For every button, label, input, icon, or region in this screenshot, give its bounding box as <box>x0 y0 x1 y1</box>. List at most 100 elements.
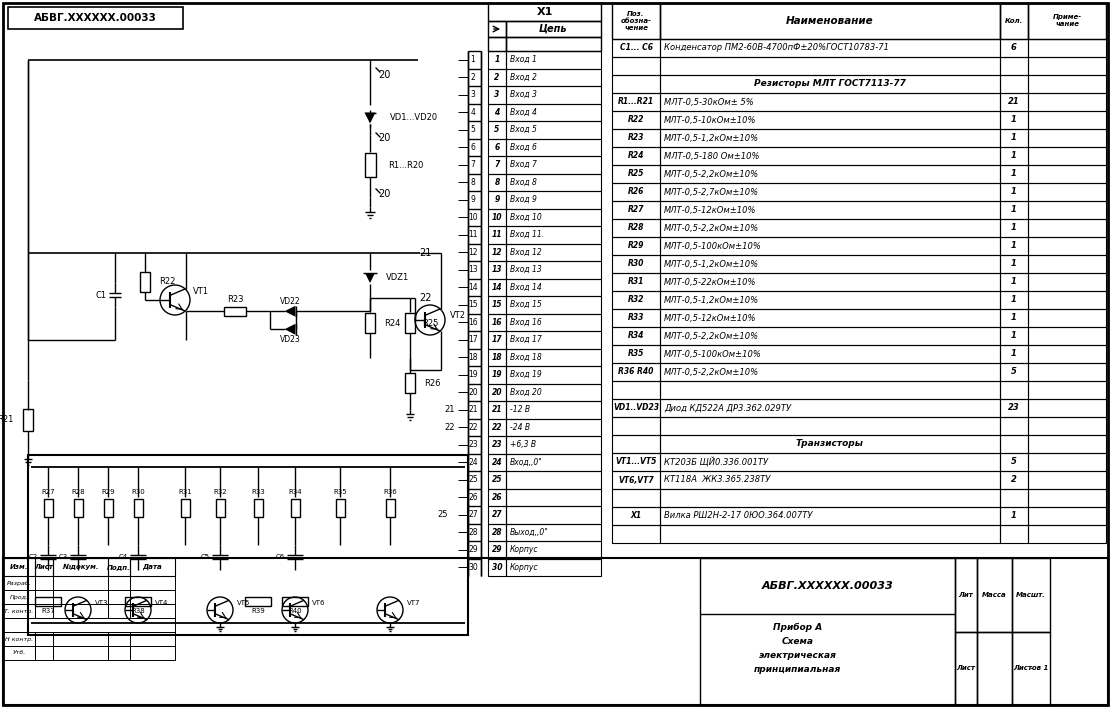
Text: МЛТ-0,5-1,2кОм±10%: МЛТ-0,5-1,2кОм±10% <box>664 295 759 304</box>
Text: VT4: VT4 <box>156 600 169 606</box>
Text: Лист: Лист <box>34 564 53 570</box>
Text: КТ203Б ЩЙ0.336.001ТУ: КТ203Б ЩЙ0.336.001ТУ <box>664 457 768 467</box>
Text: VT6,VT7: VT6,VT7 <box>618 476 653 484</box>
Text: АБВГ.XXXXXX.00033: АБВГ.XXXXXX.00033 <box>762 581 893 591</box>
Bar <box>506 418 601 436</box>
Text: R27: R27 <box>41 489 54 495</box>
Text: Дата: Дата <box>142 564 162 570</box>
Text: МЛТ-0,5-2,2кОм±10%: МЛТ-0,5-2,2кОм±10% <box>664 169 759 178</box>
Bar <box>488 86 506 103</box>
Text: 1: 1 <box>1011 152 1017 161</box>
Bar <box>612 471 660 489</box>
Text: МЛТ-0,5-100кОм±10%: МЛТ-0,5-100кОм±10% <box>664 241 762 251</box>
Bar <box>108 632 130 646</box>
Bar <box>488 314 506 331</box>
Text: VT5: VT5 <box>237 600 250 606</box>
Bar <box>977 558 1012 632</box>
Text: 20: 20 <box>378 133 390 143</box>
Bar <box>1028 345 1105 363</box>
Text: 15: 15 <box>468 300 478 309</box>
Text: электрическая: электрическая <box>759 651 837 661</box>
Bar <box>612 57 660 75</box>
Text: Утб.: Утб. <box>12 651 26 656</box>
Bar <box>108 604 130 618</box>
Bar <box>612 417 660 435</box>
Text: Выход,,0": Выход,,0" <box>510 527 549 537</box>
Text: Изм.: Изм. <box>10 564 28 570</box>
Bar <box>612 75 660 93</box>
Bar <box>3 632 36 646</box>
Bar <box>53 576 108 590</box>
Text: МЛТ-0,5-2,2кОм±10%: МЛТ-0,5-2,2кОм±10% <box>664 331 759 341</box>
Text: МЛТ-0,5-2,2кОм±10%: МЛТ-0,5-2,2кОм±10% <box>664 224 759 232</box>
Bar <box>488 244 506 261</box>
Bar <box>660 471 1000 489</box>
Text: 1: 1 <box>1011 169 1017 178</box>
Text: 6: 6 <box>471 143 476 152</box>
Polygon shape <box>366 273 376 283</box>
Bar <box>1000 525 1028 543</box>
Bar <box>612 381 660 399</box>
Bar <box>506 348 601 366</box>
Text: -24 В: -24 В <box>510 423 530 432</box>
Text: 30: 30 <box>492 563 502 572</box>
Text: 2: 2 <box>494 73 500 81</box>
Text: 11: 11 <box>492 230 502 239</box>
Text: Вход 14: Вход 14 <box>510 282 542 292</box>
Bar <box>1000 3 1028 39</box>
Bar <box>660 39 1000 57</box>
Bar <box>612 201 660 219</box>
Bar <box>108 558 130 576</box>
Text: 18: 18 <box>468 353 478 362</box>
Bar <box>1000 489 1028 507</box>
Bar <box>488 156 506 173</box>
Bar <box>488 3 601 21</box>
Text: МЛТ-0,5-30кОм± 5%: МЛТ-0,5-30кОм± 5% <box>664 98 753 106</box>
Bar <box>1028 111 1105 129</box>
Bar <box>612 273 660 291</box>
Text: 1: 1 <box>1011 314 1017 323</box>
Bar <box>3 590 36 604</box>
Text: R1...R21: R1...R21 <box>618 98 654 106</box>
Text: МЛТ-0,5-2,2кОм±10%: МЛТ-0,5-2,2кОм±10% <box>664 367 759 377</box>
Bar <box>660 111 1000 129</box>
Bar <box>488 559 506 576</box>
Text: R38: R38 <box>131 608 144 614</box>
Text: R29: R29 <box>101 489 114 495</box>
Bar <box>488 261 506 278</box>
Text: 25: 25 <box>468 475 478 484</box>
Text: R26: R26 <box>424 379 440 387</box>
Text: 1: 1 <box>1011 295 1017 304</box>
Bar <box>23 409 33 431</box>
Bar <box>1000 75 1028 93</box>
Text: 1: 1 <box>1011 241 1017 251</box>
Bar <box>612 507 660 525</box>
Bar <box>140 272 150 292</box>
Bar <box>612 255 660 273</box>
Bar <box>1012 632 1050 705</box>
Bar <box>660 129 1000 147</box>
Text: МЛТ-0,5-12кОм±10%: МЛТ-0,5-12кОм±10% <box>664 205 757 215</box>
Bar <box>488 121 506 139</box>
Bar <box>216 499 224 517</box>
Bar <box>1000 57 1028 75</box>
Text: R25: R25 <box>422 319 439 328</box>
Bar <box>224 307 246 316</box>
Bar <box>660 75 1000 93</box>
Bar <box>1000 237 1028 255</box>
Text: R34: R34 <box>288 489 302 495</box>
Text: Масса: Масса <box>982 592 1007 598</box>
Bar <box>1028 435 1105 453</box>
Text: 20: 20 <box>468 388 478 396</box>
Bar <box>660 219 1000 237</box>
Bar <box>130 632 176 646</box>
Bar <box>1028 3 1105 39</box>
Bar <box>612 111 660 129</box>
Text: Прибор А: Прибор А <box>773 623 822 632</box>
Text: R22: R22 <box>159 278 176 287</box>
Bar <box>53 632 108 646</box>
Bar <box>3 604 36 618</box>
Text: КТ118А  ЖК3.365.238ТУ: КТ118А ЖК3.365.238ТУ <box>664 476 770 484</box>
Bar <box>488 384 506 401</box>
Bar <box>660 489 1000 507</box>
